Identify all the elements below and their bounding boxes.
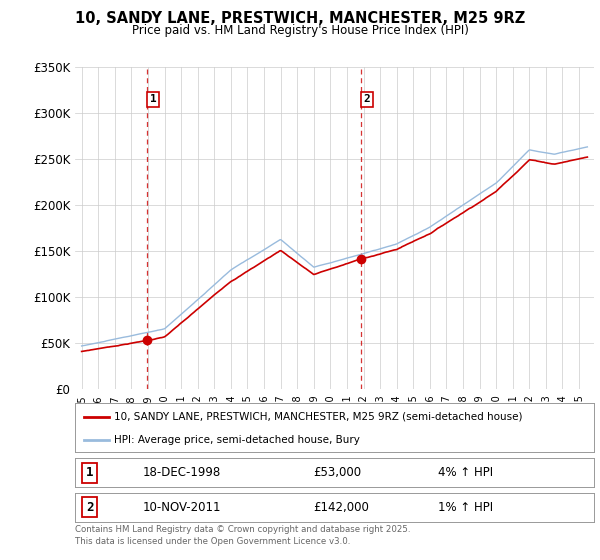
Text: 10, SANDY LANE, PRESTWICH, MANCHESTER, M25 9RZ (semi-detached house): 10, SANDY LANE, PRESTWICH, MANCHESTER, M… <box>114 412 523 422</box>
Text: 2: 2 <box>364 95 370 104</box>
Text: 1: 1 <box>86 466 93 479</box>
Text: £142,000: £142,000 <box>314 501 370 514</box>
Text: 1: 1 <box>150 95 157 104</box>
Text: 4% ↑ HPI: 4% ↑ HPI <box>438 466 493 479</box>
Text: 18-DEC-1998: 18-DEC-1998 <box>142 466 221 479</box>
Text: 10, SANDY LANE, PRESTWICH, MANCHESTER, M25 9RZ: 10, SANDY LANE, PRESTWICH, MANCHESTER, M… <box>75 11 525 26</box>
Text: £53,000: £53,000 <box>314 466 362 479</box>
Text: 2: 2 <box>86 501 93 514</box>
Text: Price paid vs. HM Land Registry's House Price Index (HPI): Price paid vs. HM Land Registry's House … <box>131 24 469 36</box>
Text: 10-NOV-2011: 10-NOV-2011 <box>142 501 221 514</box>
Text: Contains HM Land Registry data © Crown copyright and database right 2025.
This d: Contains HM Land Registry data © Crown c… <box>75 525 410 545</box>
Text: 1% ↑ HPI: 1% ↑ HPI <box>438 501 493 514</box>
Text: HPI: Average price, semi-detached house, Bury: HPI: Average price, semi-detached house,… <box>114 435 360 445</box>
